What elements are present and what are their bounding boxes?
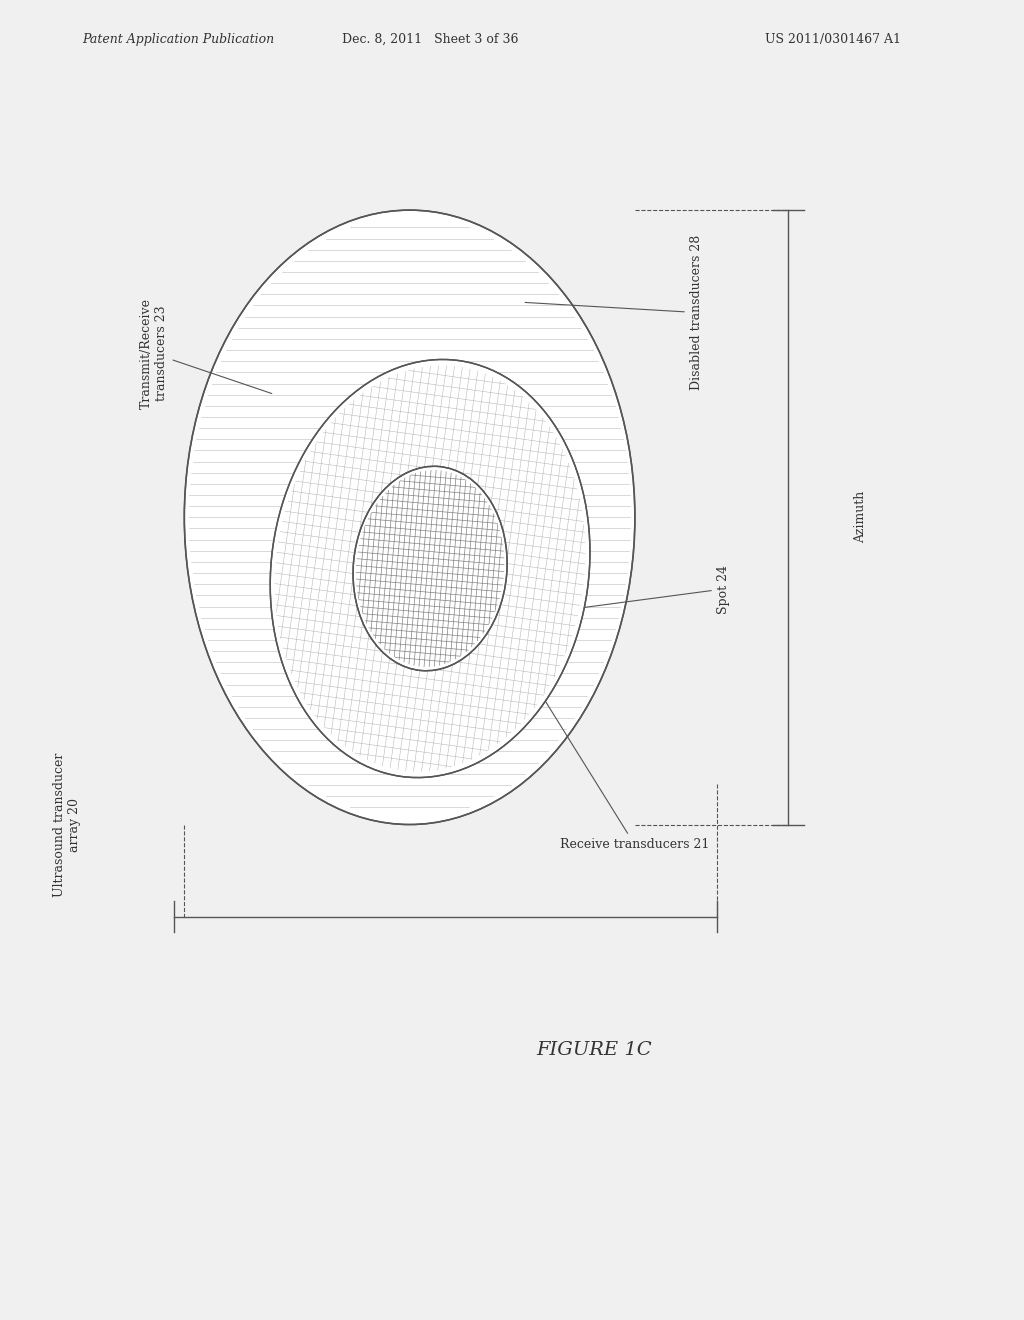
Ellipse shape <box>184 210 635 825</box>
Ellipse shape <box>353 466 507 671</box>
Text: Spot 24: Spot 24 <box>495 565 730 619</box>
Text: Azimuth: Azimuth <box>854 491 866 544</box>
Ellipse shape <box>270 359 590 777</box>
Text: FIGURE 1C: FIGURE 1C <box>537 1040 651 1059</box>
Text: Receive transducers 21: Receive transducers 21 <box>543 697 710 851</box>
Text: Disabled transducers 28: Disabled transducers 28 <box>525 235 702 391</box>
Text: Transmit/Receive
transducers 23: Transmit/Receive transducers 23 <box>139 298 271 409</box>
Text: Ultrasound transducer
array 20: Ultrasound transducer array 20 <box>52 752 81 896</box>
Text: Patent Application Publication: Patent Application Publication <box>82 33 274 46</box>
Text: Dec. 8, 2011   Sheet 3 of 36: Dec. 8, 2011 Sheet 3 of 36 <box>342 33 518 46</box>
Text: US 2011/0301467 A1: US 2011/0301467 A1 <box>765 33 901 46</box>
